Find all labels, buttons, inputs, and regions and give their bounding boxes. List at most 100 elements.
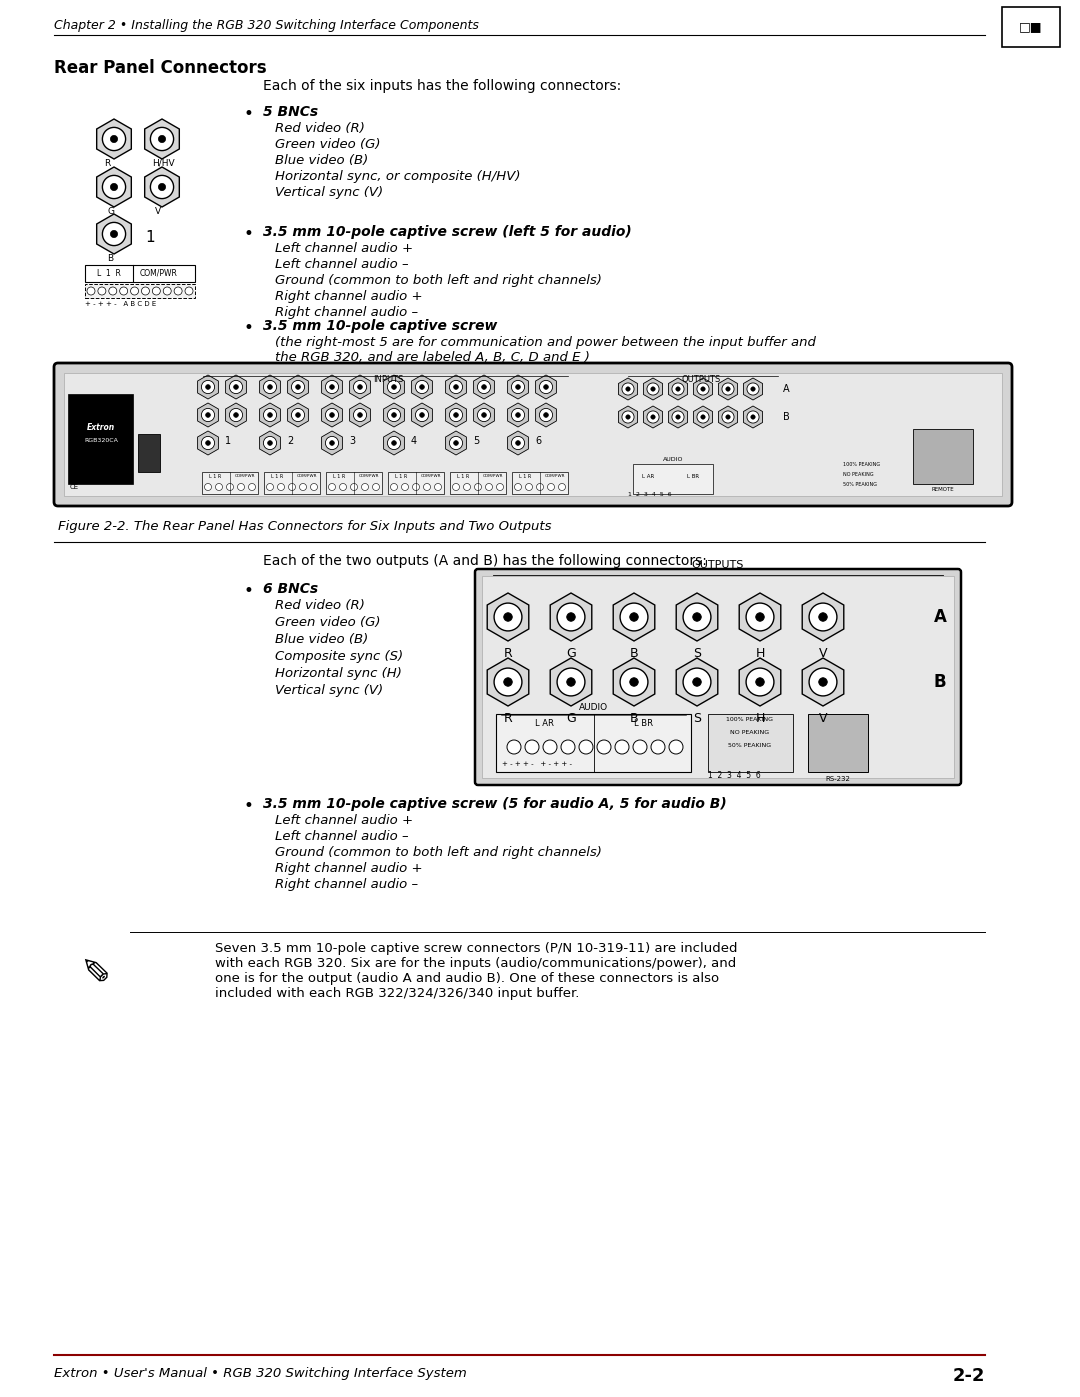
Bar: [808, 714, 868, 773]
Circle shape: [579, 740, 593, 754]
Circle shape: [449, 436, 462, 450]
Circle shape: [420, 412, 424, 418]
Circle shape: [756, 613, 765, 622]
Polygon shape: [644, 407, 662, 427]
Polygon shape: [693, 379, 713, 400]
Circle shape: [325, 436, 339, 450]
Bar: [68, 394, 133, 483]
Polygon shape: [198, 402, 218, 427]
Circle shape: [205, 440, 211, 446]
Circle shape: [567, 678, 576, 686]
Circle shape: [809, 604, 837, 631]
Circle shape: [515, 384, 521, 390]
Circle shape: [692, 678, 701, 686]
Polygon shape: [411, 402, 432, 427]
Circle shape: [110, 136, 118, 142]
Text: RS-232: RS-232: [825, 775, 850, 782]
Bar: [708, 714, 793, 773]
Text: Extron • User's Manual • RGB 320 Switching Interface System: Extron • User's Manual • RGB 320 Switchi…: [54, 1368, 467, 1380]
Circle shape: [238, 483, 244, 490]
Circle shape: [98, 286, 106, 295]
Circle shape: [701, 415, 705, 419]
Text: Horizontal sync (H): Horizontal sync (H): [275, 666, 402, 680]
Circle shape: [362, 483, 368, 490]
Circle shape: [561, 740, 575, 754]
Circle shape: [477, 408, 490, 422]
Bar: [913, 429, 973, 483]
Polygon shape: [198, 432, 218, 455]
Circle shape: [683, 668, 711, 696]
Text: COM/PWR: COM/PWR: [421, 474, 442, 478]
Polygon shape: [259, 374, 281, 400]
Text: 1  2  3  4  5  6: 1 2 3 4 5 6: [708, 771, 760, 780]
Text: R: R: [503, 647, 512, 659]
Polygon shape: [743, 407, 762, 427]
Circle shape: [267, 483, 273, 490]
Circle shape: [416, 408, 429, 422]
Polygon shape: [287, 374, 309, 400]
Circle shape: [453, 483, 459, 490]
Text: V: V: [819, 647, 827, 659]
Polygon shape: [743, 379, 762, 400]
Text: Left channel audio –: Left channel audio –: [275, 830, 408, 842]
Polygon shape: [259, 432, 281, 455]
Polygon shape: [97, 214, 132, 254]
Circle shape: [622, 411, 634, 423]
Circle shape: [278, 483, 284, 490]
Text: NO PEAKING: NO PEAKING: [730, 731, 770, 735]
Circle shape: [622, 383, 634, 395]
Text: AUDIO: AUDIO: [579, 703, 608, 712]
Circle shape: [620, 604, 648, 631]
Circle shape: [353, 408, 366, 422]
Text: 6 BNCs: 6 BNCs: [264, 583, 319, 597]
Polygon shape: [226, 374, 246, 400]
Circle shape: [503, 678, 512, 686]
Polygon shape: [350, 374, 370, 400]
Circle shape: [268, 384, 272, 390]
Circle shape: [558, 483, 566, 490]
Circle shape: [515, 412, 521, 418]
Circle shape: [296, 384, 300, 390]
Circle shape: [87, 286, 95, 295]
Circle shape: [676, 387, 680, 391]
Text: + - + + -   + - + + -: + - + + - + - + + -: [502, 761, 572, 767]
Circle shape: [747, 411, 759, 423]
Text: Green video (G): Green video (G): [275, 138, 380, 151]
Bar: [138, 434, 160, 472]
Circle shape: [229, 408, 243, 422]
Circle shape: [683, 604, 711, 631]
Text: S: S: [693, 712, 701, 725]
Text: 1: 1: [145, 229, 154, 244]
Circle shape: [548, 483, 554, 490]
Text: B: B: [934, 673, 946, 692]
Text: B: B: [107, 254, 113, 263]
Circle shape: [296, 412, 300, 418]
Text: G: G: [566, 647, 576, 659]
Circle shape: [351, 483, 357, 490]
Circle shape: [329, 384, 335, 390]
Circle shape: [751, 415, 755, 419]
Circle shape: [329, 412, 335, 418]
Text: 3.5 mm 10-pole captive screw (left 5 for audio): 3.5 mm 10-pole captive screw (left 5 for…: [264, 225, 632, 239]
Polygon shape: [550, 592, 592, 641]
Circle shape: [201, 380, 215, 394]
Bar: [85, 265, 195, 282]
Polygon shape: [287, 402, 309, 427]
Circle shape: [357, 384, 363, 390]
Circle shape: [630, 613, 638, 622]
Text: R: R: [104, 159, 110, 168]
Text: G: G: [107, 207, 114, 217]
Circle shape: [512, 408, 525, 422]
Bar: [85, 284, 195, 298]
Bar: [450, 472, 507, 495]
Polygon shape: [718, 407, 738, 427]
Polygon shape: [802, 592, 843, 641]
Polygon shape: [446, 402, 467, 427]
Text: B: B: [630, 647, 638, 659]
Polygon shape: [383, 374, 404, 400]
Circle shape: [339, 483, 347, 490]
Text: 3.5 mm 10-pole captive screw: 3.5 mm 10-pole captive screw: [264, 319, 498, 332]
Text: 5 BNCs: 5 BNCs: [264, 105, 319, 119]
Circle shape: [449, 408, 462, 422]
Text: OUTPUTS: OUTPUTS: [692, 560, 744, 570]
